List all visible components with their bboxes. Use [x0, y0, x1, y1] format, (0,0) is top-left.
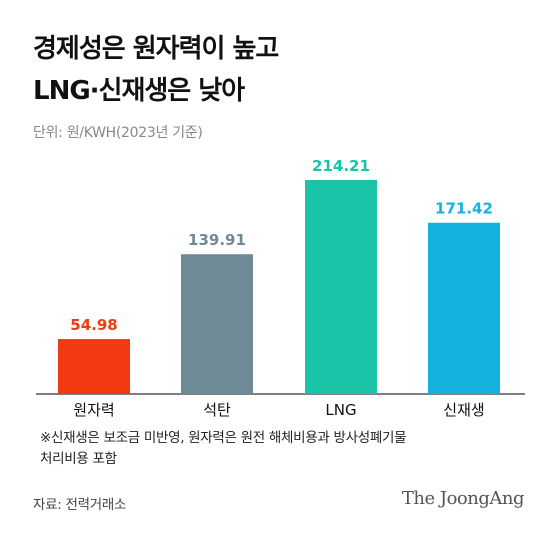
category-label-2: 석탄 [203, 401, 231, 419]
unit-note: 단위: 원/KWH(2023년 기준) [33, 125, 203, 141]
value-label-4: 171.42 [435, 200, 493, 218]
bar-3 [305, 180, 377, 394]
chart-title: 경제성은 원자력이 높고 LNG·신재생은 낮아 [33, 28, 279, 112]
source-note: 자료: 전력거래소 [33, 497, 127, 513]
footnote: ※신재생은 보조금 미반영, 원자력은 원전 해체비용과 방사성폐기물 처리비용… [40, 428, 530, 470]
bar-4 [428, 222, 500, 394]
publisher-logo: The JoongAng [401, 488, 525, 509]
category-label-1: 원자력 [73, 401, 114, 419]
category-label-3: LNG [325, 401, 356, 419]
category-label-4: 신재생 [443, 401, 484, 419]
bar-1 [58, 339, 130, 394]
footnote-line-1: ※신재생은 보조금 미반영, 원자력은 원전 해체비용과 방사성폐기물 [40, 430, 407, 446]
bar-2 [181, 254, 253, 394]
title-line-2: LNG·신재생은 낮아 [33, 76, 245, 106]
value-label-2: 139.91 [188, 231, 246, 249]
value-label-1: 54.98 [70, 316, 117, 334]
footnote-line-2: 처리비용 포함 [40, 451, 117, 467]
value-label-3: 214.21 [312, 157, 370, 175]
title-line-1: 경제성은 원자력이 높고 [33, 34, 279, 64]
